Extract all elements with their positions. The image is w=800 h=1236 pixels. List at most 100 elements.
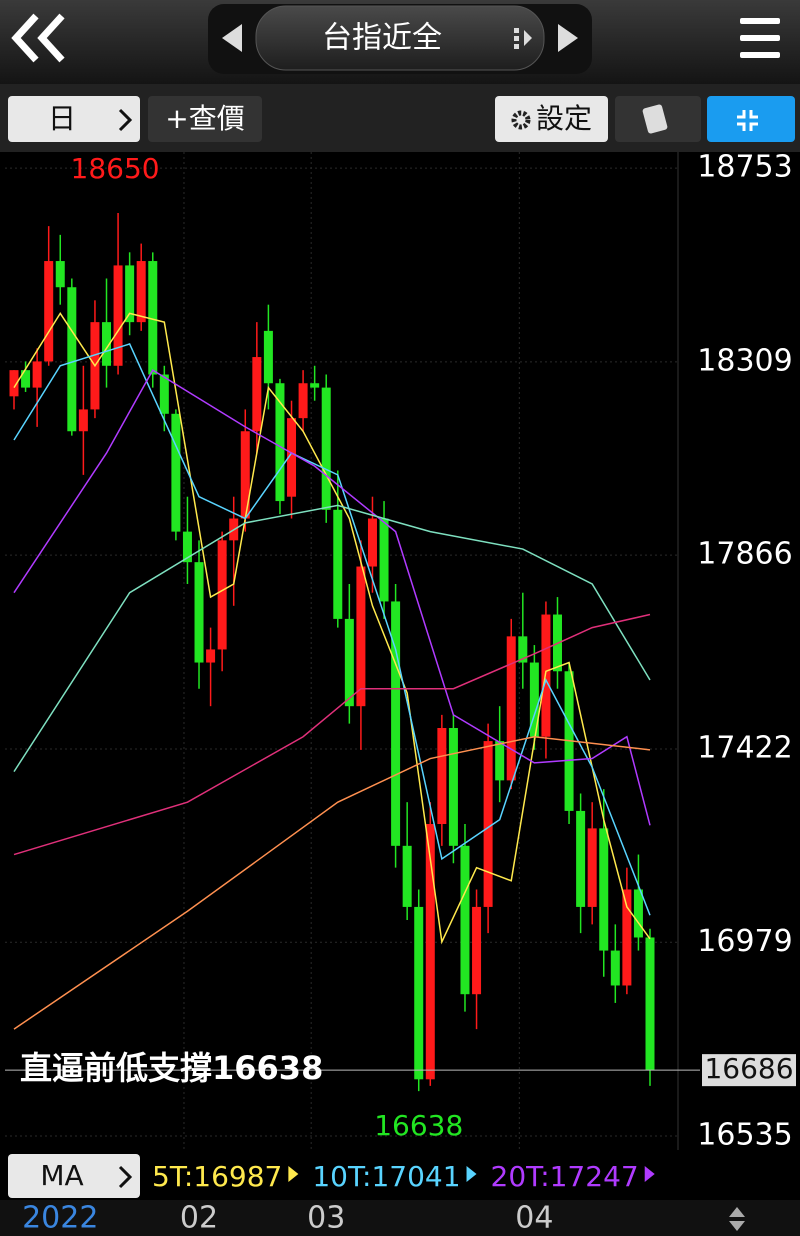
- candle-body: [391, 601, 401, 846]
- candle-body: [67, 287, 77, 432]
- x-tick-label: 2022: [22, 1201, 98, 1236]
- x-tick-label: 03: [307, 1201, 345, 1236]
- candle-body: [148, 261, 158, 375]
- candle-body: [402, 845, 412, 907]
- ma-line: [13, 369, 651, 826]
- legend-marker: [466, 1166, 477, 1182]
- y-tick-label: 18309: [697, 343, 792, 378]
- rotate-icon: [642, 104, 668, 134]
- switch-icon: [514, 28, 532, 49]
- candle-body: [344, 618, 354, 707]
- candle-body: [460, 845, 470, 995]
- candle-body: [206, 649, 216, 663]
- ma-line: [13, 504, 651, 773]
- candle-body: [9, 370, 19, 397]
- candle-body: [518, 636, 528, 663]
- ma-line: [13, 312, 651, 945]
- y-tick-label: 17422: [697, 730, 792, 765]
- period-button[interactable]: [8, 96, 140, 142]
- y-tick-label: 18753: [697, 150, 792, 185]
- last-price-label: 16686: [704, 1052, 793, 1085]
- legend-entry: 10T:17041: [312, 1160, 460, 1193]
- settings-button[interactable]: [495, 96, 608, 142]
- candle-body: [240, 431, 250, 519]
- low-label: 16638: [374, 1109, 463, 1142]
- candle-body: [321, 387, 331, 510]
- candle-body: [495, 741, 505, 781]
- menu-button[interactable]: [740, 18, 780, 58]
- scroll-icon: [729, 1207, 745, 1231]
- back-icon: [37, 13, 65, 63]
- legend-entry: 20T:17247: [491, 1160, 639, 1193]
- x-tick-label: 04: [515, 1201, 553, 1236]
- next-button[interactable]: [558, 24, 578, 52]
- candle-body: [576, 810, 586, 907]
- annotation: 直逼前低支撐16638: [20, 1049, 323, 1087]
- quote-label: +查價: [165, 102, 244, 135]
- fullscreen-button[interactable]: [707, 96, 795, 142]
- legend: 5T:16987 10T:17041 20T:17247: [152, 1160, 655, 1193]
- ma-button[interactable]: [8, 1154, 140, 1198]
- candle-body: [78, 409, 88, 432]
- candle-body: [483, 741, 493, 907]
- title-pill[interactable]: [255, 5, 545, 71]
- y-tick-label: 16979: [697, 924, 792, 959]
- y-tick-label: 16535: [697, 1118, 792, 1153]
- candle-body: [298, 383, 308, 419]
- quote-button[interactable]: [148, 96, 262, 142]
- x-tick-label: 02: [180, 1201, 218, 1236]
- ma-line: [13, 343, 651, 916]
- fullscreen-icon: [737, 110, 758, 131]
- candle-body: [506, 636, 516, 781]
- back-icon: [11, 13, 39, 63]
- candle-body: [21, 370, 31, 388]
- ma-line: [13, 735, 651, 1030]
- title: 台指近全: [322, 21, 442, 56]
- chevron: [118, 1165, 133, 1189]
- ma-line: [13, 613, 651, 856]
- candle-body: [263, 330, 273, 384]
- candle-body: [448, 727, 458, 846]
- y-tick-label: 17866: [697, 537, 792, 572]
- x-axis: 2022 02 03 04: [22, 1201, 553, 1236]
- candle-body: [333, 509, 343, 619]
- candle-body: [125, 265, 135, 323]
- candle-body: [159, 374, 169, 414]
- candle-body: [136, 261, 146, 323]
- candle-body: [587, 828, 597, 907]
- gear-icon: [511, 110, 531, 130]
- candle-body: [414, 906, 424, 1080]
- settings-label: 設定: [536, 102, 592, 135]
- candle-body: [217, 540, 227, 650]
- chevron: [118, 108, 133, 132]
- candle-body: [102, 322, 112, 366]
- prev-button[interactable]: [222, 24, 242, 52]
- candle-body: [310, 383, 320, 388]
- candle-body: [379, 518, 389, 602]
- candle-body: [44, 261, 54, 362]
- candle-body: [610, 950, 620, 986]
- ma-label: MA: [40, 1159, 83, 1192]
- plot: 18753 18309 17866 17422 16979 16535 18650 16638…: [5, 150, 796, 1153]
- candle-body: [599, 828, 609, 951]
- last-price-box: [702, 1054, 796, 1087]
- legend-marker: [288, 1166, 299, 1182]
- candle-body: [367, 518, 377, 567]
- candle-body: [194, 562, 204, 663]
- candle-body: [252, 357, 262, 432]
- candle-body: [182, 531, 192, 563]
- candle-body: [32, 361, 42, 388]
- period-label: 日: [48, 102, 76, 135]
- candle-body: [113, 265, 123, 366]
- x-axis-bar: [0, 1200, 800, 1236]
- candle-body: [171, 413, 181, 532]
- candle-body: [472, 906, 482, 995]
- legend-marker: [644, 1166, 655, 1182]
- candle-body: [645, 937, 655, 1071]
- back-button[interactable]: [11, 13, 65, 63]
- candle-body: [287, 418, 297, 497]
- candle-body: [55, 261, 65, 288]
- high-label: 18650: [71, 152, 160, 185]
- legend-entry: 5T:16987: [152, 1160, 282, 1193]
